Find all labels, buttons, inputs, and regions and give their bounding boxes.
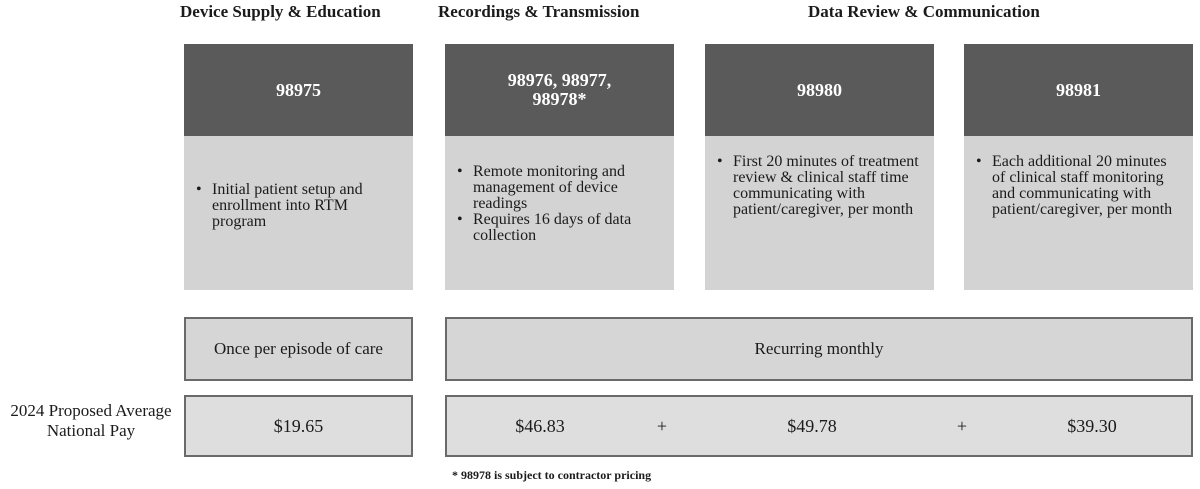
payment-review-first-amount: $49.78 (787, 415, 837, 436)
payment-recurring-box: $46.83 + $49.78 + $39.30 (445, 395, 1193, 457)
bullet-list: Remote monitoring and management of devi… (453, 164, 666, 244)
code-box-98976-98977-98978: 98976, 98977, 98978* (445, 44, 674, 136)
bullet-item: First 20 minutes of treatment review & c… (713, 154, 920, 218)
payment-review-additional-amount: $39.30 (1067, 415, 1117, 436)
bullet-list: Initial patient setup and enrollment int… (192, 182, 405, 230)
header-data-review-communication: Data Review & Communication (808, 2, 1040, 21)
plus-sign: + (956, 415, 968, 436)
code-box-98980: 98980 (705, 44, 934, 136)
payment-setup-amount: $19.65 (273, 415, 324, 436)
code-box-98975: 98975 (184, 44, 413, 136)
code-box-98981: 98981 (964, 44, 1193, 136)
description-box-98975: Initial patient setup and enrollment int… (184, 136, 413, 290)
header-device-supply-education: Device Supply & Education (180, 2, 381, 21)
bullet-list: Each additional 20 minutes of clinical s… (972, 154, 1183, 218)
code-label: 98981 (1056, 79, 1101, 100)
bullet-item: Each additional 20 minutes of clinical s… (972, 154, 1183, 218)
code-label: 98975 (276, 79, 321, 100)
bullet-item: Requires 16 days of data collection (453, 212, 666, 244)
payment-row-label: 2024 Proposed Average National Pay (10, 401, 172, 440)
code-label: 98980 (797, 79, 842, 100)
bullet-item: Remote monitoring and management of devi… (453, 164, 666, 212)
payment-recordings-amount: $46.83 (515, 415, 565, 436)
frequency-recurring-label: Recurring monthly (754, 339, 884, 358)
footnote: * 98978 is subject to contractor pricing (452, 468, 652, 482)
description-box-98976-98977-98978: Remote monitoring and management of devi… (445, 136, 674, 290)
bullet-list: First 20 minutes of treatment review & c… (713, 154, 920, 218)
frequency-once-label: Once per episode of care (214, 339, 383, 358)
description-box-98980: First 20 minutes of treatment review & c… (705, 136, 934, 290)
frequency-recurring-box: Recurring monthly (445, 317, 1193, 381)
code-label: 98976, 98977, 98978* (507, 70, 612, 109)
frequency-once-box: Once per episode of care (184, 317, 413, 381)
plus-sign: + (656, 415, 668, 436)
payment-setup-box: $19.65 (184, 395, 413, 457)
description-box-98981: Each additional 20 minutes of clinical s… (964, 136, 1193, 290)
bullet-item: Initial patient setup and enrollment int… (192, 182, 405, 230)
header-recordings-transmission: Recordings & Transmission (438, 2, 640, 21)
